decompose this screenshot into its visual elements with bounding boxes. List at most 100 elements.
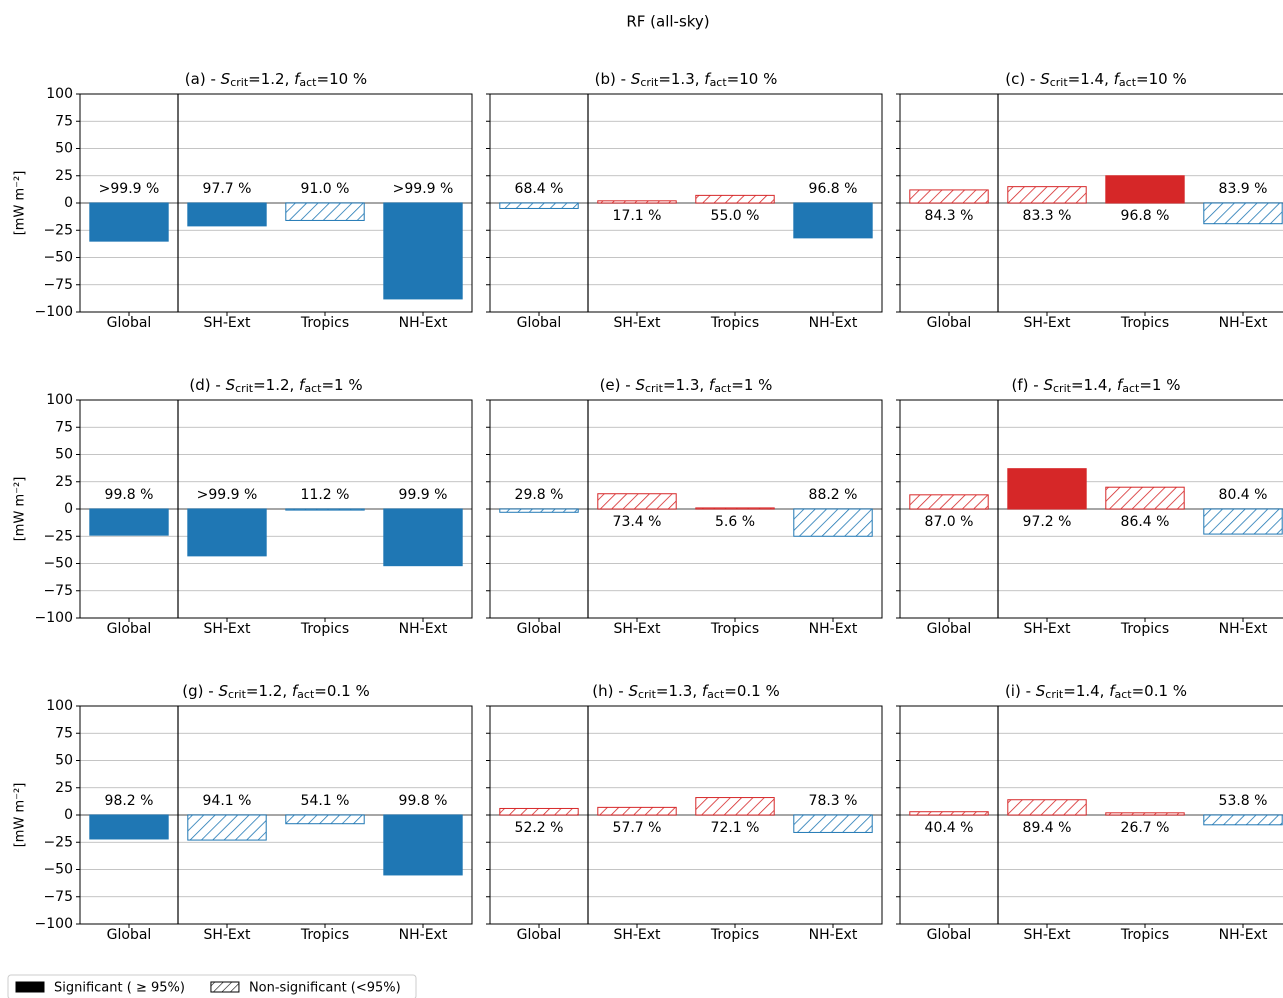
title-part: crit <box>640 76 659 89</box>
legend-swatch <box>210 981 240 993</box>
y-tick-label: 100 <box>46 392 73 408</box>
title-part: (g) - <box>182 682 218 700</box>
title-part: (h) - <box>592 682 628 700</box>
y-tick-label: 50 <box>55 753 73 769</box>
confidence-label: 40.4 % <box>925 820 974 836</box>
title-part: =10 % <box>727 70 778 88</box>
x-tick-label: NH-Ext <box>1219 315 1268 331</box>
y-tick-label: 75 <box>55 725 73 741</box>
title-part: f <box>1109 682 1117 700</box>
title-part: f <box>299 376 307 394</box>
title-part: (b) - <box>595 70 631 88</box>
confidence-label: >99.9 % <box>197 487 258 503</box>
confidence-label: 11.2 % <box>301 487 350 503</box>
confidence-label: 54.1 % <box>301 793 350 809</box>
confidence-label: 98.2 % <box>105 793 154 809</box>
title-part: crit <box>230 76 249 89</box>
title-part: S <box>218 682 228 700</box>
panel-title: (a) - Scrit=1.2, fact=10 % <box>185 70 367 90</box>
title-part: act <box>297 688 315 701</box>
title-part: crit <box>235 382 254 395</box>
y-tick-label: −50 <box>43 250 73 266</box>
y-axis-label: [mW m⁻²] <box>13 171 28 236</box>
x-tick-label: NH-Ext <box>399 927 448 943</box>
bar <box>909 494 989 510</box>
panel-title: (d) - Scrit=1.2, fact=1 % <box>189 376 362 396</box>
bar <box>1105 175 1185 204</box>
confidence-label: 57.7 % <box>613 820 662 836</box>
title-part: crit <box>1050 76 1069 89</box>
confidence-label: 72.1 % <box>711 820 760 836</box>
title-part: =1.4, <box>1068 70 1114 88</box>
x-tick-label: SH-Ext <box>613 621 661 637</box>
confidence-label: 5.6 % <box>715 514 755 530</box>
bar <box>383 814 463 876</box>
x-tick-label: Tropics <box>300 315 349 331</box>
x-tick-label: SH-Ext <box>203 927 251 943</box>
x-tick-label: SH-Ext <box>203 621 251 637</box>
legend-label: Significant ( ≥ 95%) <box>54 981 185 996</box>
y-tick-label: 100 <box>46 86 73 102</box>
confidence-label: 53.8 % <box>1219 793 1268 809</box>
bar <box>597 200 677 204</box>
x-tick-label: NH-Ext <box>1219 621 1268 637</box>
title-part: f <box>702 682 710 700</box>
title-part: =1.3, <box>663 376 709 394</box>
title-part: S <box>221 70 231 88</box>
bar <box>695 194 775 204</box>
x-tick-label: Tropics <box>1120 927 1169 943</box>
title-part: (d) - <box>189 376 225 394</box>
x-tick-label: Global <box>517 315 562 331</box>
title-part: f <box>292 682 300 700</box>
y-tick-label: −25 <box>43 834 73 850</box>
x-tick-label: Tropics <box>300 621 349 637</box>
panel-title: (c) - Scrit=1.4, fact=10 % <box>1005 70 1186 90</box>
bar <box>383 508 463 567</box>
x-tick-label: Global <box>517 621 562 637</box>
x-tick-label: Global <box>517 927 562 943</box>
y-tick-label: −75 <box>43 889 73 905</box>
bar <box>1007 186 1087 204</box>
y-tick-label: −100 <box>35 610 73 626</box>
confidence-label: 91.0 % <box>301 181 350 197</box>
axes-frame <box>899 399 1283 619</box>
title-part: =1 % <box>1139 376 1180 394</box>
x-tick-label: Global <box>107 315 152 331</box>
bar <box>793 814 873 833</box>
bar <box>285 814 365 825</box>
title-part: =1.3, <box>656 682 702 700</box>
confidence-label: 80.4 % <box>1219 487 1268 503</box>
y-tick-label: 100 <box>46 698 73 714</box>
x-tick-label: Global <box>107 621 152 637</box>
title-part: act <box>1122 382 1140 395</box>
y-tick-label: −100 <box>35 304 73 320</box>
bar <box>499 202 579 209</box>
confidence-label: 83.9 % <box>1219 181 1268 197</box>
title-part: S <box>631 70 641 88</box>
title-part: act <box>299 76 317 89</box>
x-tick-label: NH-Ext <box>399 621 448 637</box>
title-part: act <box>1119 76 1137 89</box>
bar <box>909 811 989 816</box>
title-part: (e) - <box>600 376 636 394</box>
title-part: =1 % <box>731 376 772 394</box>
title-part: f <box>1117 376 1125 394</box>
title-part: =1.4, <box>1071 376 1117 394</box>
bar <box>285 508 365 511</box>
legend-swatch <box>15 981 45 993</box>
y-tick-label: 0 <box>64 195 73 211</box>
title-part: S <box>226 376 236 394</box>
x-tick-label: Tropics <box>1120 315 1169 331</box>
confidence-label: 97.2 % <box>1023 514 1072 530</box>
x-tick-label: SH-Ext <box>1023 315 1071 331</box>
x-tick-label: Tropics <box>710 315 759 331</box>
bar <box>89 814 169 840</box>
bar <box>695 507 775 510</box>
confidence-label: 94.1 % <box>203 793 252 809</box>
x-tick-label: Tropics <box>710 927 759 943</box>
confidence-label: 97.7 % <box>203 181 252 197</box>
axes-frame <box>79 705 473 925</box>
title-part: =0.1 % <box>314 682 369 700</box>
x-tick-label: SH-Ext <box>203 315 251 331</box>
